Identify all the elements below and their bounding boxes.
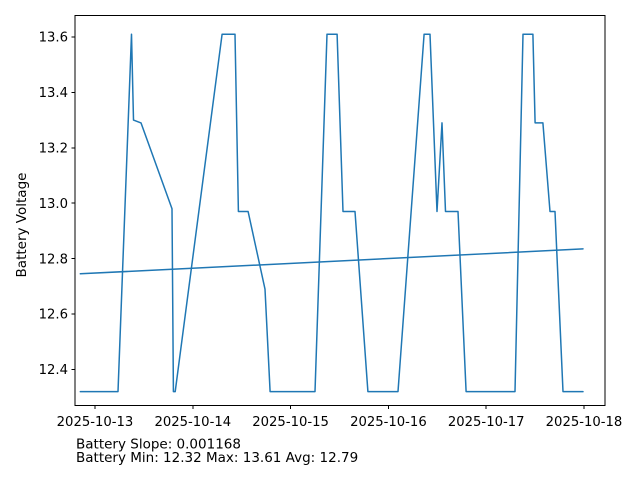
x-tick-label: 2025-10-13 — [57, 415, 134, 430]
y-tick-label: 12.8 — [39, 252, 68, 267]
y-tick-label: 13.4 — [39, 86, 68, 101]
y-tick-label: 12.4 — [39, 363, 68, 378]
x-axis-ticks: 2025-10-13 2025-10-14 2025-10-15 2025-10-16… — [57, 405, 623, 430]
y-tick-label: 13.6 — [39, 31, 68, 46]
plot-frame — [74, 15, 606, 406]
y-tick-label: 12.6 — [39, 308, 68, 323]
battery-voltage-line — [79, 33, 584, 393]
annotation-battery-min-max-avg: Battery Min: 12.32 Max: 13.61 Avg: 12.79 — [76, 450, 358, 466]
x-tick-label: 2025-10-16 — [350, 415, 427, 430]
plot-series — [79, 33, 584, 393]
x-tick-label: 2025-10-17 — [448, 415, 525, 430]
annotation-battery-slope: Battery Slope: 0.001168 — [76, 437, 241, 453]
x-tick-label: 2025-10-14 — [154, 415, 231, 430]
plot-spines — [74, 15, 606, 406]
y-axis-label: Battery Voltage — [14, 173, 30, 278]
x-tick-label: 2025-10-15 — [252, 415, 329, 430]
battery-trend-line — [79, 248, 584, 275]
y-tick-label: 13.0 — [39, 197, 68, 212]
y-tick-label: 13.2 — [39, 142, 68, 157]
y-axis-ticks: 12.4 12.6 12.8 13.0 13.2 13.4 13.6 — [39, 31, 75, 378]
x-tick-label: 2025-10-18 — [546, 415, 623, 430]
